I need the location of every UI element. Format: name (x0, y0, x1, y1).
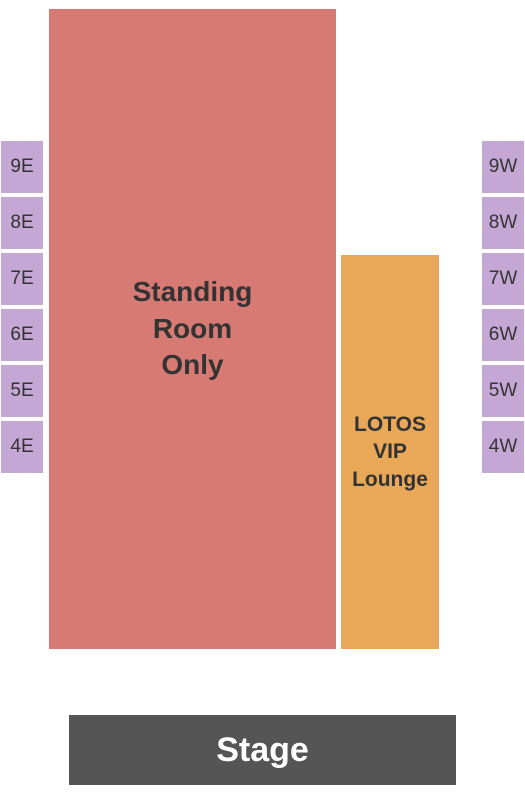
stage-section: Stage (69, 715, 456, 785)
west-box-7w[interactable]: 7W (481, 252, 525, 306)
west-box-9w[interactable]: 9W (481, 140, 525, 194)
seating-chart: Standing Room Only LOTOS VIP Lounge Stag… (0, 0, 525, 810)
east-box-8e[interactable]: 8E (0, 196, 44, 250)
east-box-5e[interactable]: 5E (0, 364, 44, 418)
east-box-9e[interactable]: 9E (0, 140, 44, 194)
west-box-4w[interactable]: 4W (481, 420, 525, 474)
east-box-4e[interactable]: 4E (0, 420, 44, 474)
west-box-8w[interactable]: 8W (481, 196, 525, 250)
west-box-6w[interactable]: 6W (481, 308, 525, 362)
west-box-5w[interactable]: 5W (481, 364, 525, 418)
vip-lounge-section[interactable]: LOTOS VIP Lounge (341, 255, 439, 649)
standing-room-section[interactable]: Standing Room Only (49, 9, 336, 649)
east-box-6e[interactable]: 6E (0, 308, 44, 362)
east-box-7e[interactable]: 7E (0, 252, 44, 306)
